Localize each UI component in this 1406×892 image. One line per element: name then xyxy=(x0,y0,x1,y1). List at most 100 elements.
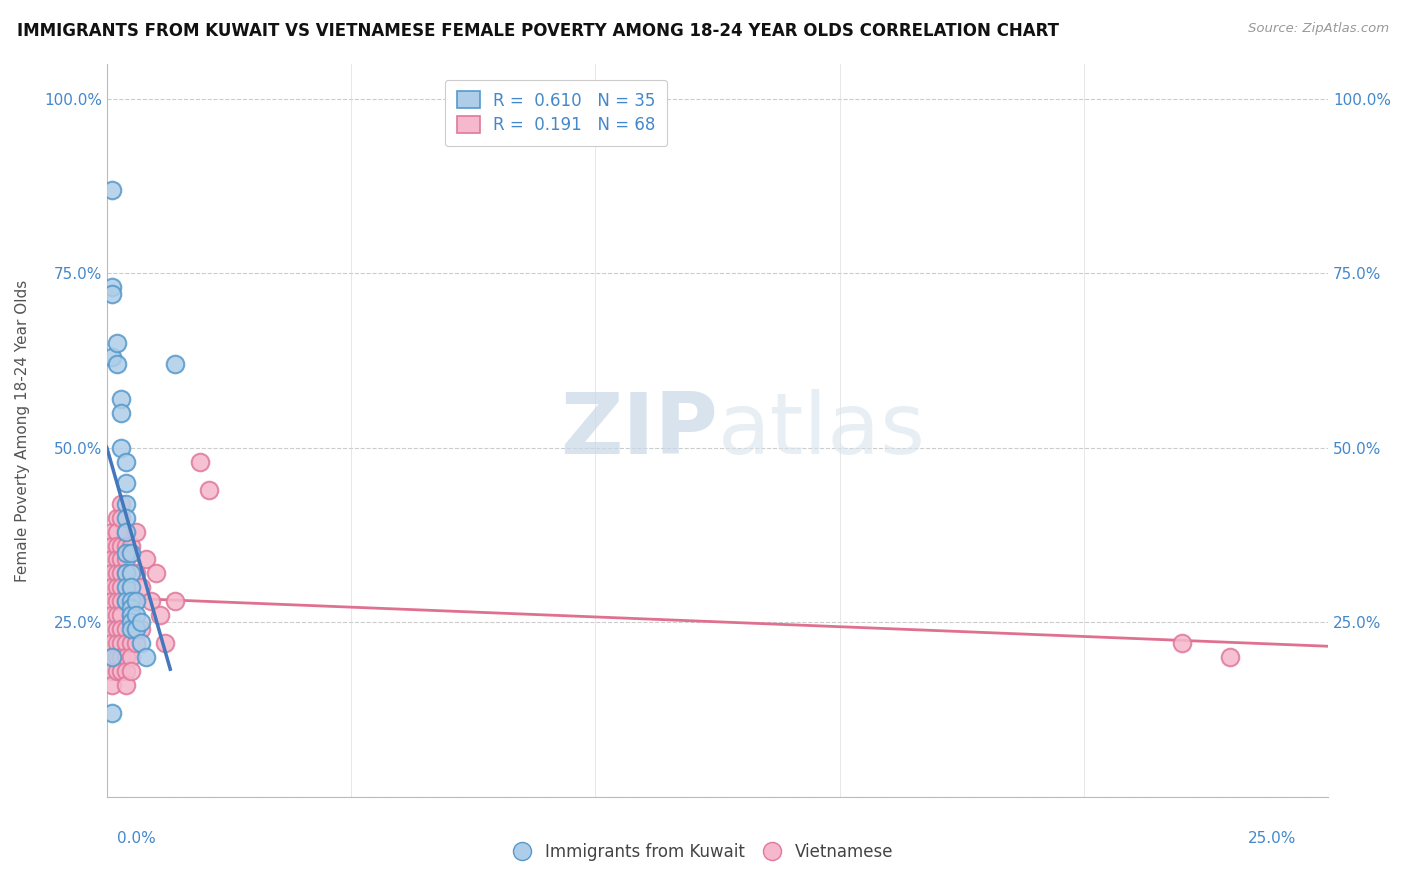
Point xyxy=(100,581,122,595)
Point xyxy=(115,475,138,490)
Point xyxy=(100,539,122,553)
Point xyxy=(120,581,142,595)
Point xyxy=(100,608,122,623)
Point xyxy=(100,650,122,665)
Point xyxy=(105,608,128,623)
Point xyxy=(105,552,128,566)
Point xyxy=(139,594,162,608)
Point xyxy=(188,455,211,469)
Point xyxy=(110,497,132,511)
Point xyxy=(110,581,132,595)
Point xyxy=(135,650,157,665)
Point xyxy=(120,539,142,553)
Point xyxy=(110,622,132,636)
Point xyxy=(100,678,122,692)
Point xyxy=(198,483,221,497)
Point xyxy=(115,455,138,469)
Point xyxy=(100,524,122,539)
Point xyxy=(125,622,148,636)
Y-axis label: Female Poverty Among 18-24 Year Olds: Female Poverty Among 18-24 Year Olds xyxy=(15,279,30,582)
Point xyxy=(105,664,128,678)
Point xyxy=(115,510,138,524)
Point xyxy=(115,664,138,678)
Point xyxy=(100,566,122,581)
Point xyxy=(100,552,122,566)
Point xyxy=(110,552,132,566)
Point xyxy=(110,664,132,678)
Point xyxy=(115,545,138,559)
Point xyxy=(115,594,138,608)
Point xyxy=(165,594,187,608)
Point xyxy=(149,608,172,623)
Point xyxy=(110,392,132,406)
Point xyxy=(129,636,152,650)
Text: IMMIGRANTS FROM KUWAIT VS VIETNAMESE FEMALE POVERTY AMONG 18-24 YEAR OLDS CORREL: IMMIGRANTS FROM KUWAIT VS VIETNAMESE FEM… xyxy=(17,22,1059,40)
Point xyxy=(125,636,148,650)
Point xyxy=(110,594,132,608)
Legend: Immigrants from Kuwait, Vietnamese: Immigrants from Kuwait, Vietnamese xyxy=(506,837,900,868)
Point xyxy=(129,622,152,636)
Point xyxy=(100,287,122,301)
Point xyxy=(100,350,122,364)
Point xyxy=(120,650,142,665)
Point xyxy=(100,594,122,608)
Point xyxy=(120,664,142,678)
Point xyxy=(100,664,122,678)
Point xyxy=(100,280,122,294)
Point xyxy=(105,594,128,608)
Point xyxy=(155,636,177,650)
Point xyxy=(105,650,128,665)
Point xyxy=(115,497,138,511)
Point xyxy=(115,524,138,539)
Point xyxy=(120,545,142,559)
Point xyxy=(110,510,132,524)
Point xyxy=(110,608,132,623)
Point xyxy=(120,615,142,630)
Point xyxy=(100,636,122,650)
Point xyxy=(105,524,128,539)
Text: 0.0%: 0.0% xyxy=(117,831,156,846)
Point xyxy=(105,622,128,636)
Point xyxy=(120,622,142,636)
Point xyxy=(115,650,138,665)
Point xyxy=(165,357,187,371)
Point xyxy=(105,581,128,595)
Point xyxy=(105,357,128,371)
Point xyxy=(115,581,138,595)
Point xyxy=(115,539,138,553)
Point xyxy=(120,566,142,581)
Point xyxy=(120,608,142,623)
Point xyxy=(100,706,122,720)
Text: atlas: atlas xyxy=(717,389,925,472)
Point xyxy=(120,608,142,623)
Text: 25.0%: 25.0% xyxy=(1249,831,1296,846)
Point xyxy=(120,594,142,608)
Point xyxy=(115,622,138,636)
Legend: R =  0.610   N = 35, R =  0.191   N = 68: R = 0.610 N = 35, R = 0.191 N = 68 xyxy=(444,79,668,146)
Point xyxy=(129,581,152,595)
Point xyxy=(125,524,148,539)
Point xyxy=(125,594,148,608)
Point xyxy=(120,601,142,615)
Point xyxy=(100,622,122,636)
Point xyxy=(110,406,132,420)
Point xyxy=(110,441,132,455)
Point xyxy=(110,650,132,665)
Point xyxy=(105,510,128,524)
Text: Source: ZipAtlas.com: Source: ZipAtlas.com xyxy=(1249,22,1389,36)
Point xyxy=(105,336,128,351)
Point xyxy=(120,636,142,650)
Point xyxy=(125,594,148,608)
Point xyxy=(105,566,128,581)
Point xyxy=(110,539,132,553)
Point xyxy=(135,552,157,566)
Point xyxy=(125,566,148,581)
Text: ZIP: ZIP xyxy=(560,389,717,472)
Point xyxy=(145,566,167,581)
Point xyxy=(125,608,148,623)
Point xyxy=(115,552,138,566)
Point xyxy=(115,524,138,539)
Point xyxy=(105,539,128,553)
Point xyxy=(110,636,132,650)
Point xyxy=(100,650,122,665)
